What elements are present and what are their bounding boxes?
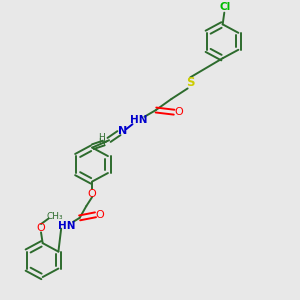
Text: Cl: Cl xyxy=(220,2,231,12)
Text: S: S xyxy=(186,76,194,89)
Text: CH₃: CH₃ xyxy=(47,212,64,221)
Text: O: O xyxy=(37,223,45,233)
Text: N: N xyxy=(118,126,128,136)
Text: O: O xyxy=(88,189,97,199)
Text: H: H xyxy=(98,138,105,147)
Text: H: H xyxy=(98,133,104,142)
Text: O: O xyxy=(95,210,104,220)
Text: HN: HN xyxy=(130,116,147,125)
Text: HN: HN xyxy=(58,220,76,231)
Text: O: O xyxy=(174,107,183,117)
